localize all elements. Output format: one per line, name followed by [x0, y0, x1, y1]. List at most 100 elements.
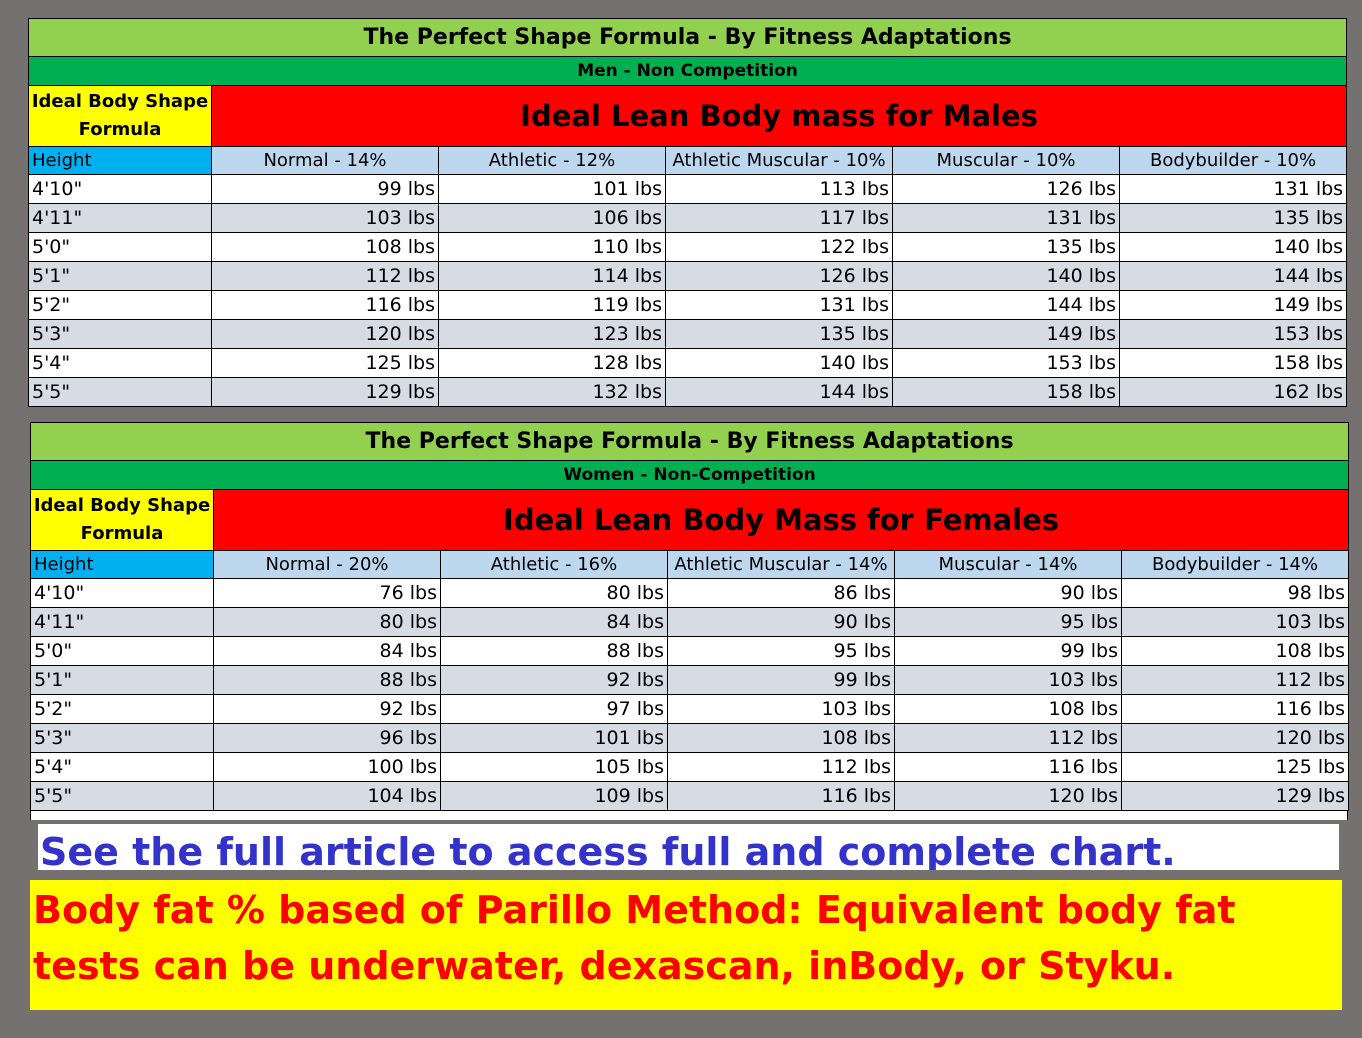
weight-cell: 108 lbs [667, 723, 895, 753]
weight-cell: 129 lbs [1120, 781, 1350, 811]
table-row: 5'5" 104 lbs 109 lbs 116 lbs 120 lbs 129 lbs [30, 781, 1350, 811]
column-header-row: Height Normal - 20% Athletic - 16% Athle… [30, 550, 1350, 579]
weight-cell: 92 lbs [440, 665, 668, 695]
weight-cell: 104 lbs [213, 781, 441, 811]
column-header: Athletic - 12% [438, 146, 666, 175]
weight-cell: 140 lbs [1118, 232, 1348, 262]
article-banner: See the full article to access full and … [38, 824, 1339, 870]
weight-cell: 88 lbs [440, 636, 668, 666]
weight-cell: 131 lbs [892, 203, 1120, 233]
table-row: 5'4" 100 lbs 105 lbs 112 lbs 116 lbs 125 lbs [30, 752, 1350, 782]
weight-cell: 120 lbs [211, 319, 439, 349]
weight-cell: 132 lbs [438, 377, 666, 407]
weight-cell: 116 lbs [1120, 694, 1350, 724]
height-cell: 5'0" [30, 636, 214, 666]
weight-cell: 98 lbs [1120, 578, 1350, 608]
weight-cell: 144 lbs [665, 377, 893, 407]
weight-cell: 99 lbs [667, 665, 895, 695]
column-header: Athletic Muscular - 14% [667, 550, 895, 579]
weight-cell: 112 lbs [211, 261, 439, 291]
table-heading: Ideal Lean Body Mass for Females [212, 489, 1350, 551]
weight-cell: 119 lbs [438, 290, 666, 320]
table-row: 4'11" 80 lbs 84 lbs 90 lbs 95 lbs 103 lbs [30, 607, 1350, 637]
article-banner-text: See the full article to access full and … [40, 830, 1176, 870]
column-header: Muscular - 10% [892, 146, 1120, 175]
weight-cell: 106 lbs [438, 203, 666, 233]
table-cutoff-row [30, 811, 1348, 820]
height-cell: 4'10" [28, 174, 212, 204]
weight-cell: 80 lbs [440, 578, 668, 608]
weight-cell: 95 lbs [667, 636, 895, 666]
weight-cell: 101 lbs [438, 174, 666, 204]
weight-cell: 84 lbs [213, 636, 441, 666]
weight-cell: 101 lbs [440, 723, 668, 753]
weight-cell: 131 lbs [665, 290, 893, 320]
men-table: The Perfect Shape Formula - By Fitness A… [27, 18, 1348, 407]
column-header: Normal - 14% [211, 146, 439, 175]
weight-cell: 158 lbs [892, 377, 1120, 407]
weight-cell: 140 lbs [892, 261, 1120, 291]
weight-cell: 90 lbs [667, 607, 895, 637]
weight-cell: 126 lbs [892, 174, 1120, 204]
column-header: Athletic - 16% [440, 550, 668, 579]
table-title: The Perfect Shape Formula - By Fitness A… [27, 18, 1348, 57]
height-cell: 5'1" [30, 665, 214, 695]
weight-cell: 99 lbs [894, 636, 1122, 666]
formula-label: Ideal Body Shape Formula [28, 85, 212, 147]
weight-cell: 116 lbs [211, 290, 439, 320]
weight-cell: 109 lbs [440, 781, 668, 811]
column-header: Normal - 20% [213, 550, 441, 579]
height-cell: 4'10" [30, 578, 214, 608]
weight-cell: 112 lbs [667, 752, 895, 782]
weight-cell: 120 lbs [1120, 723, 1350, 753]
height-cell: 5'5" [28, 377, 212, 407]
table-row: 5'3" 120 lbs 123 lbs 135 lbs 149 lbs 153 lbs [28, 319, 1348, 349]
weight-cell: 112 lbs [894, 723, 1122, 753]
height-cell: 5'4" [28, 348, 212, 378]
column-header: Muscular - 14% [894, 550, 1122, 579]
column-header: Bodybuilder - 14% [1120, 550, 1350, 579]
weight-cell: 135 lbs [665, 319, 893, 349]
table-row: 5'2" 92 lbs 97 lbs 103 lbs 108 lbs 116 lbs [30, 694, 1350, 724]
weight-cell: 162 lbs [1118, 377, 1348, 407]
height-cell: 5'2" [28, 290, 212, 320]
table-row: 5'1" 112 lbs 114 lbs 126 lbs 140 lbs 144 lbs [28, 261, 1348, 291]
weight-cell: 135 lbs [892, 232, 1120, 262]
note-line: Body fat % based of Parillo Method: Equi… [33, 888, 1236, 932]
weight-cell: 144 lbs [1118, 261, 1348, 291]
weight-cell: 88 lbs [213, 665, 441, 695]
weight-cell: 114 lbs [438, 261, 666, 291]
weight-cell: 103 lbs [211, 203, 439, 233]
table-row: 5'2" 116 lbs 119 lbs 131 lbs 144 lbs 149 lbs [28, 290, 1348, 320]
weight-cell: 76 lbs [213, 578, 441, 608]
height-cell: 5'5" [30, 781, 214, 811]
table-row: 5'1" 88 lbs 92 lbs 99 lbs 103 lbs 112 lbs [30, 665, 1350, 695]
weight-cell: 108 lbs [211, 232, 439, 262]
note-line: tests can be underwater, dexascan, inBod… [33, 944, 1176, 988]
weight-cell: 131 lbs [1118, 174, 1348, 204]
weight-cell: 135 lbs [1118, 203, 1348, 233]
weight-cell: 125 lbs [1120, 752, 1350, 782]
height-cell: 4'11" [30, 607, 214, 637]
weight-cell: 144 lbs [892, 290, 1120, 320]
weight-cell: 105 lbs [440, 752, 668, 782]
formula-label: Ideal Body Shape Formula [30, 489, 214, 551]
weight-cell: 80 lbs [213, 607, 441, 637]
body-fat-note: Body fat % based of Parillo Method: Equi… [30, 880, 1342, 1010]
table-row: 4'10" 76 lbs 80 lbs 86 lbs 90 lbs 98 lbs [30, 578, 1350, 608]
weight-cell: 153 lbs [892, 348, 1120, 378]
height-cell: 5'2" [30, 694, 214, 724]
weight-cell: 113 lbs [665, 174, 893, 204]
weight-cell: 116 lbs [667, 781, 895, 811]
weight-cell: 126 lbs [665, 261, 893, 291]
table-row: 5'3" 96 lbs 101 lbs 108 lbs 112 lbs 120 lbs [30, 723, 1350, 753]
table-row: 5'4" 125 lbs 128 lbs 140 lbs 153 lbs 158 lbs [28, 348, 1348, 378]
weight-cell: 112 lbs [1120, 665, 1350, 695]
table-subtitle: Men - Non Competition [27, 56, 1348, 86]
height-cell: 5'3" [28, 319, 212, 349]
table-heading: Ideal Lean Body mass for Males [210, 85, 1348, 147]
weight-cell: 129 lbs [211, 377, 439, 407]
height-cell: 5'4" [30, 752, 214, 782]
weight-cell: 108 lbs [894, 694, 1122, 724]
column-header-height: Height [30, 550, 214, 579]
